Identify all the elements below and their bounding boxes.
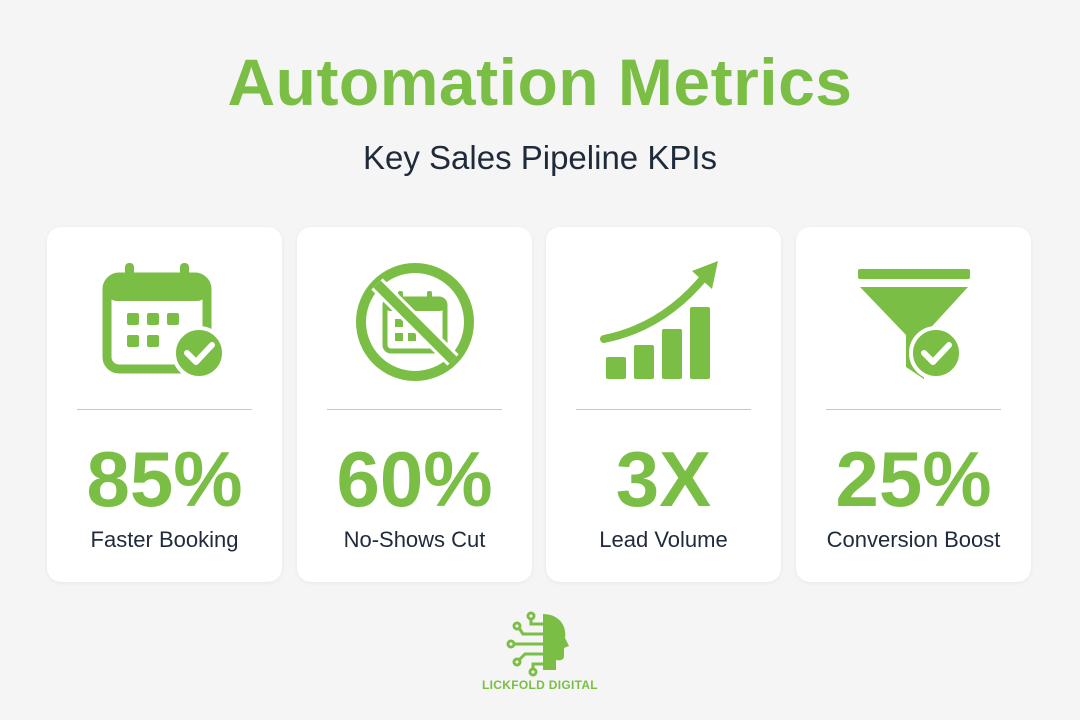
- calendar-check-icon: [47, 257, 282, 387]
- metric-label: Lead Volume: [599, 527, 728, 552]
- card-divider: [576, 409, 751, 410]
- card-divider: [826, 409, 1001, 410]
- card-divider: [327, 409, 502, 410]
- funnel-check-icon: [796, 257, 1031, 387]
- page-title: Automation Metrics: [227, 45, 853, 119]
- brand-logo: LICKFOLD DIGITAL: [480, 608, 600, 698]
- ai-head-circuit-icon: [506, 611, 569, 677]
- metric-value: 25%: [835, 435, 992, 523]
- card-divider: [77, 409, 252, 410]
- metric-value: 3X: [615, 435, 712, 523]
- no-calendar-icon: [297, 257, 532, 387]
- metric-value: 85%: [86, 435, 243, 523]
- metric-card-booking: 85% Faster Booking: [47, 227, 282, 582]
- metric-card-no-shows: 60% No-Shows Cut: [297, 227, 532, 582]
- metric-label: Faster Booking: [90, 527, 239, 552]
- metric-label: Conversion Boost: [826, 527, 1001, 552]
- growth-chart-icon: [546, 257, 781, 387]
- metric-card-conversion: 25% Conversion Boost: [796, 227, 1031, 582]
- page-subtitle: Key Sales Pipeline KPIs: [362, 139, 718, 176]
- metric-card-leads: 3X Lead Volume: [546, 227, 781, 582]
- metric-label: No-Shows Cut: [343, 527, 486, 552]
- brand-name: LICKFOLD DIGITAL: [482, 678, 598, 692]
- metric-value: 60%: [336, 435, 493, 523]
